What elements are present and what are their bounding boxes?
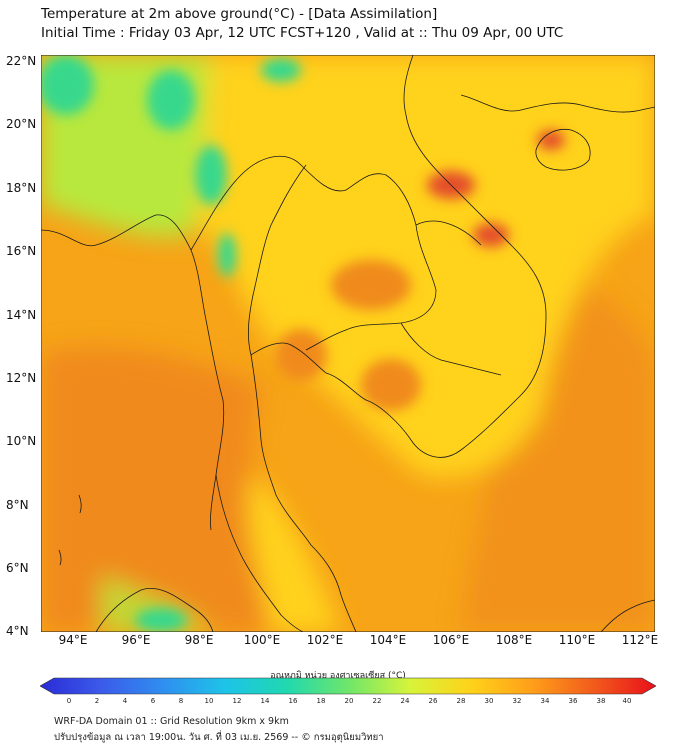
colorbar-tick-label: 0 bbox=[66, 697, 72, 705]
lon-tick-label: 102°E bbox=[306, 633, 344, 647]
lon-tick-label: 100°E bbox=[243, 633, 281, 647]
colorbar-tick-label: 24 bbox=[400, 697, 410, 705]
colorbar-tick-label: 36 bbox=[568, 697, 578, 705]
map-canvas bbox=[41, 55, 655, 632]
temperature-map bbox=[41, 55, 655, 632]
footer-update-info: ปรับปรุงข้อมูล ณ เวลา 19:00น. วัน ศ. ที่… bbox=[54, 732, 384, 743]
lon-tick-label: 104°E bbox=[369, 633, 407, 647]
lon-tick-label: 94°E bbox=[58, 633, 88, 647]
colorbar-tick-label: 34 bbox=[540, 697, 550, 705]
colorbar-tick-label: 14 bbox=[260, 697, 270, 705]
footer-model-info: WRF-DA Domain 01 :: Grid Resolution 9km … bbox=[54, 716, 289, 727]
colorbar-tick-label: 28 bbox=[456, 697, 466, 705]
colorbar-tick-label: 22 bbox=[372, 697, 382, 705]
colorbar bbox=[40, 677, 656, 695]
colorbar-tick-label: 18 bbox=[316, 697, 326, 705]
temperature-field-shading bbox=[41, 55, 655, 632]
map-subtitle: Initial Time : Friday 03 Apr, 12 UTC FCS… bbox=[41, 25, 564, 41]
lon-tick-label: 112°E bbox=[621, 633, 659, 647]
lat-tick-label: 16°N bbox=[6, 244, 37, 258]
colorbar-tick-label: 32 bbox=[512, 697, 522, 705]
lat-tick-label: 18°N bbox=[6, 181, 37, 195]
lat-tick-label: 10°N bbox=[6, 434, 37, 448]
temperature-field-details bbox=[41, 55, 565, 632]
lat-tick-label: 8°N bbox=[6, 498, 29, 512]
colorbar-tick-label: 4 bbox=[122, 697, 128, 705]
lon-tick-label: 110°E bbox=[558, 633, 596, 647]
colorbar-tick-label: 12 bbox=[232, 697, 242, 705]
lat-tick-label: 6°N bbox=[6, 561, 29, 575]
colorbar-tick-label: 8 bbox=[178, 697, 184, 705]
colorbar-tick-label: 10 bbox=[204, 697, 214, 705]
lat-tick-label: 22°N bbox=[6, 54, 37, 68]
colorbar-tick-label: 40 bbox=[622, 697, 632, 705]
lon-tick-label: 108°E bbox=[495, 633, 533, 647]
colorbar-tick-label: 2 bbox=[94, 697, 100, 705]
lat-tick-label: 14°N bbox=[6, 308, 37, 322]
colorbar-tick-label: 16 bbox=[288, 697, 298, 705]
lon-tick-label: 106°E bbox=[432, 633, 470, 647]
colorbar-tick-label: 6 bbox=[150, 697, 156, 705]
colorbar-tick-label: 26 bbox=[428, 697, 438, 705]
lon-tick-label: 98°E bbox=[184, 633, 214, 647]
country-borders bbox=[41, 55, 655, 632]
lat-tick-label: 4°N bbox=[6, 624, 29, 638]
colorbar-tick-label: 38 bbox=[596, 697, 606, 705]
lat-tick-label: 12°N bbox=[6, 371, 37, 385]
map-title: Temperature at 2m above ground(°C) - [Da… bbox=[41, 6, 438, 22]
lon-tick-label: 96°E bbox=[121, 633, 151, 647]
lat-tick-label: 20°N bbox=[6, 117, 37, 131]
colorbar-gradient bbox=[40, 677, 656, 695]
colorbar-tick-label: 20 bbox=[344, 697, 354, 705]
colorbar-tick-label: 30 bbox=[484, 697, 494, 705]
colorbar-title: อุณหภูมิ หน่วย องศาเซลเซียส (°C) bbox=[270, 671, 406, 681]
